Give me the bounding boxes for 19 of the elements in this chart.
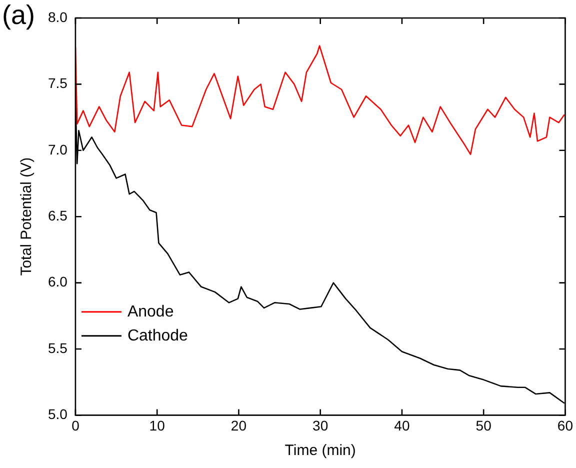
x-tick-label: 10 bbox=[149, 417, 166, 434]
y-tick-label: 8.0 bbox=[48, 8, 68, 25]
y-tick-label: 7.0 bbox=[48, 141, 68, 158]
y-tick-label: 7.5 bbox=[48, 75, 68, 92]
y-tick-label: 5.0 bbox=[48, 406, 68, 422]
x-tick-label: 60 bbox=[557, 417, 574, 434]
x-tick-label: 0 bbox=[72, 417, 80, 434]
text: (a) bbox=[2, 0, 35, 31]
y-axis-title: Total Potential (V) bbox=[18, 157, 36, 276]
x-tick-label: 40 bbox=[394, 417, 410, 434]
legend-label: Anode bbox=[127, 303, 174, 320]
x-tick-label: 50 bbox=[476, 417, 492, 434]
y-tick-label: 6.0 bbox=[48, 274, 68, 290]
x-tick-label: 30 bbox=[312, 417, 328, 434]
x-tick-label: 20 bbox=[230, 417, 247, 434]
y-tick-label: 6.5 bbox=[48, 207, 68, 224]
x-axis-title: Time (min) bbox=[284, 442, 356, 460]
y-tick-label: 5.5 bbox=[48, 340, 68, 356]
legend-label: Cathode bbox=[127, 327, 188, 344]
